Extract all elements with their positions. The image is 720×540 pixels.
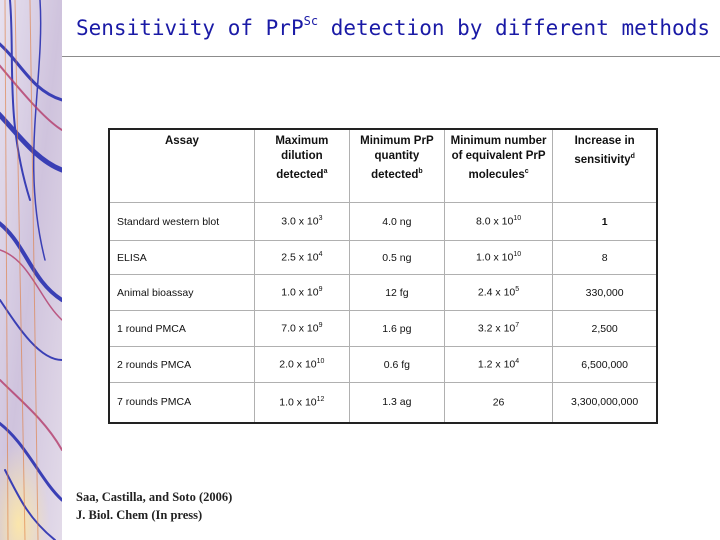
title-superscript: Sc — [303, 14, 319, 28]
cell-increase: 330,000 — [552, 274, 658, 311]
neuron-artwork-icon — [0, 0, 62, 540]
table-header-row: Assay Maximum dilution detecteda Minimum… — [108, 128, 658, 203]
cell-assay: Standard western blot — [108, 202, 255, 241]
cell-quantity: 0.5 ng — [348, 240, 445, 275]
cell-assay: 7 rounds PMCA — [108, 382, 255, 423]
title-divider — [62, 56, 720, 57]
table-row: Animal bioassay 1.0 x 109 12 fg 2.4 x 10… — [108, 274, 658, 311]
table-row: ELISA 2.5 x 104 0.5 ng 1.0 x 1010 8 — [108, 240, 658, 275]
cell-molecules: 1.2 x 104 — [443, 346, 554, 383]
cell-dilution: 3.0 x 103 — [253, 202, 350, 241]
cell-assay: 2 rounds PMCA — [108, 346, 255, 383]
cell-increase: 6,500,000 — [552, 346, 658, 383]
cell-dilution: 2.0 x 1010 — [253, 346, 350, 383]
cell-molecules: 26 — [443, 382, 554, 423]
cell-assay: ELISA — [108, 240, 255, 275]
citation-authors: Saa, Castilla, and Soto (2006) — [76, 490, 233, 504]
table-row: 7 rounds PMCA 1.0 x 1012 1.3 ag 26 3,300… — [108, 382, 658, 423]
cell-dilution: 7.0 x 109 — [253, 310, 350, 347]
cell-molecules: 1.0 x 1010 — [443, 240, 554, 275]
title-sup-base: P — [290, 16, 304, 40]
cell-assay: 1 round PMCA — [108, 310, 255, 347]
cell-assay: Animal bioassay — [108, 274, 255, 311]
cell-molecules: 3.2 x 107 — [443, 310, 554, 347]
cell-dilution: 1.0 x 1012 — [253, 382, 350, 423]
header-increase: Increase in sensitivityd — [552, 128, 658, 203]
title-prefix: Sensitivity of Pr — [76, 16, 291, 40]
header-assay: Assay — [108, 128, 255, 203]
decorative-side-artwork — [0, 0, 62, 540]
cell-quantity: 0.6 fg — [348, 346, 445, 383]
sensitivity-table: Assay Maximum dilution detecteda Minimum… — [108, 128, 658, 424]
cell-quantity: 1.6 pg — [348, 310, 445, 347]
cell-quantity: 1.3 ag — [348, 382, 445, 423]
cell-quantity: 12 fg — [348, 274, 445, 311]
slide-title: Sensitivity of PrPSc detection by differ… — [76, 14, 710, 40]
cell-increase: 3,300,000,000 — [552, 382, 658, 423]
cell-molecules: 2.4 x 105 — [443, 274, 554, 311]
table-row: 2 rounds PMCA 2.0 x 1010 0.6 fg 1.2 x 10… — [108, 346, 658, 383]
citation-journal: J. Biol. Chem (In press) — [76, 508, 203, 522]
cell-molecules: 8.0 x 1010 — [443, 202, 554, 241]
citation: Saa, Castilla, and Soto (2006) J. Biol. … — [76, 488, 232, 524]
header-quantity: Minimum PrP quantity detectedb — [348, 128, 445, 203]
cell-quantity: 4.0 ng — [348, 202, 445, 241]
header-dilution: Maximum dilution detecteda — [253, 128, 350, 203]
cell-increase: 8 — [552, 240, 658, 275]
cell-dilution: 1.0 x 109 — [253, 274, 350, 311]
cell-dilution: 2.5 x 104 — [253, 240, 350, 275]
cell-increase: 1 — [552, 202, 658, 241]
title-suffix: detection by different methods — [318, 16, 710, 40]
table-row: 1 round PMCA 7.0 x 109 1.6 pg 3.2 x 107 … — [108, 310, 658, 347]
header-molecules: Minimum number of equivalent PrP molecul… — [443, 128, 554, 203]
cell-increase: 2,500 — [552, 310, 658, 347]
table-row: Standard western blot 3.0 x 103 4.0 ng 8… — [108, 202, 658, 241]
